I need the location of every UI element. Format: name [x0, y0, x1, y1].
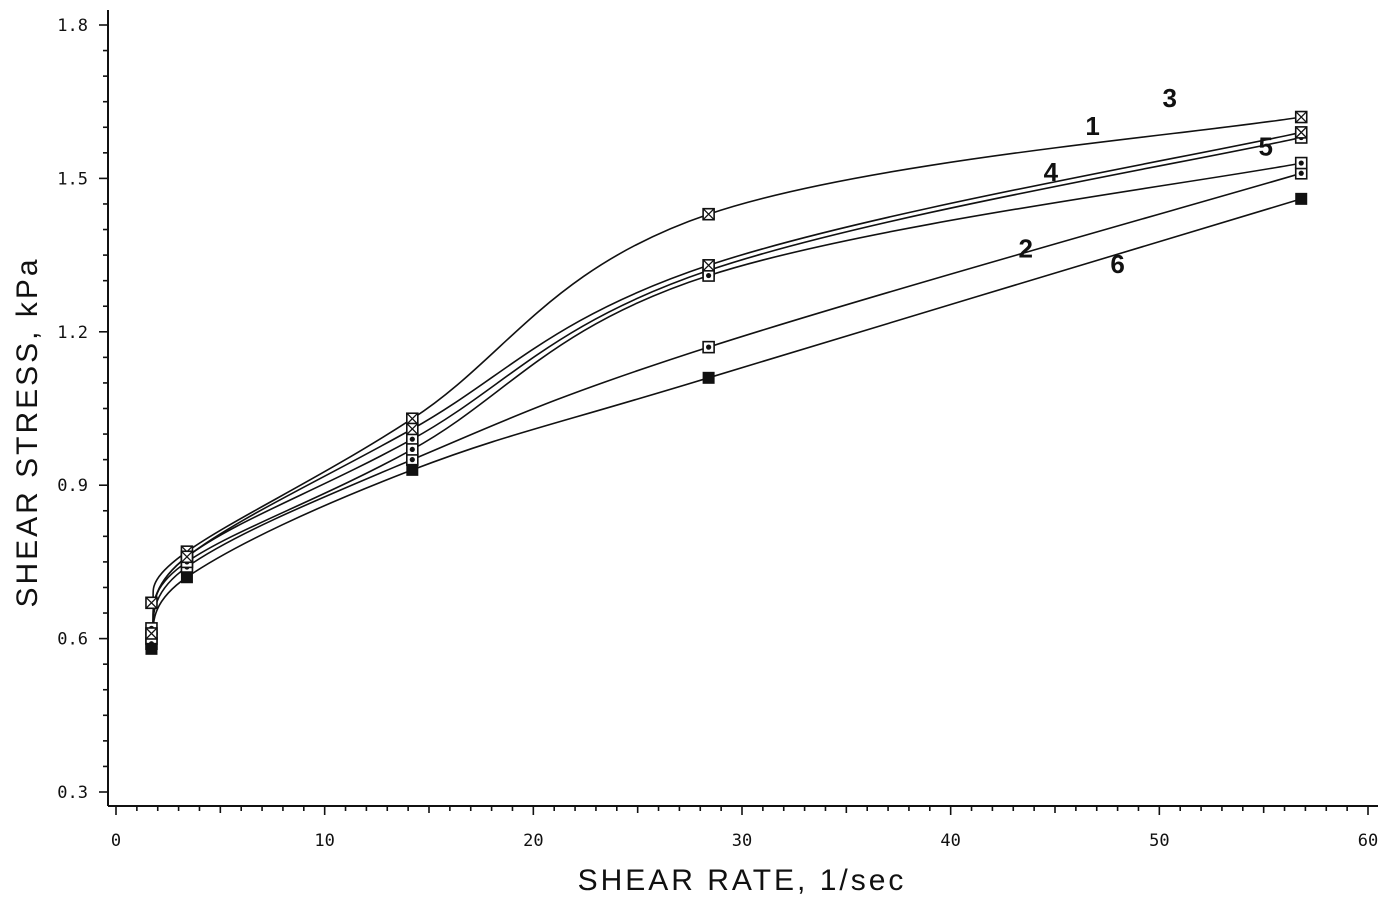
curve-label-1: 1: [1085, 111, 1099, 141]
data-point-3: [406, 412, 419, 426]
marker-cross: [702, 208, 715, 221]
marker-cross: [1295, 111, 1308, 123]
marker-dot: [409, 436, 415, 442]
data-point-4: [1294, 156, 1308, 170]
series-line-2: [150, 172, 1302, 645]
x-ticks: 0 10 20 30 40 50 60: [111, 806, 1378, 851]
x-tick-label: 30: [732, 831, 752, 851]
data-point-3: [1294, 110, 1308, 124]
x-tick-label: 60: [1358, 831, 1378, 851]
marker-square: [145, 642, 158, 655]
curve-label-6: 6: [1110, 249, 1124, 279]
marker-square: [180, 571, 193, 584]
marker-cross: [406, 412, 419, 425]
x-tick-label: 10: [314, 831, 334, 851]
y-axis-title: SHEAR STRESS, kPa: [11, 256, 44, 607]
data-point-6: [406, 463, 419, 476]
marker-cross: [1295, 126, 1308, 139]
data-point-1: [406, 432, 419, 446]
marker-dot: [409, 457, 415, 463]
y-tick-label: 1.5: [57, 169, 88, 189]
marker-cross: [702, 259, 715, 272]
curve-label-4: 4: [1044, 157, 1059, 187]
series-group: [150, 116, 1302, 650]
data-point-5: [1294, 126, 1308, 139]
marker-cross: [406, 422, 419, 435]
y-tick-label: 1.8: [57, 16, 88, 36]
data-point-6: [1295, 192, 1308, 205]
curve-label-2: 2: [1019, 234, 1033, 264]
curve-labels: 1 2 3 4 5 6: [1019, 83, 1273, 279]
data-point-2: [702, 340, 715, 354]
markers-group: [145, 110, 1308, 655]
series-line-5: [150, 131, 1302, 634]
y-tick-label: 1.2: [57, 323, 88, 343]
series-line-4: [150, 162, 1302, 629]
curve-label-3: 3: [1163, 83, 1177, 113]
data-point-6: [180, 571, 193, 584]
marker-cross: [145, 627, 158, 640]
data-point-5: [180, 550, 194, 564]
marker-cross: [180, 550, 193, 563]
data-point-2: [1294, 166, 1308, 180]
curve-label-5: 5: [1259, 131, 1273, 161]
series-line-6: [150, 198, 1302, 650]
series-line-1: [150, 136, 1302, 639]
axes: [107, 10, 1378, 807]
y-ticks: 0.3 0.6 0.9 1.2 1.5 1.8: [57, 16, 108, 803]
data-point-5: [145, 627, 158, 640]
data-point-5: [702, 259, 715, 272]
x-tick-label: 20: [523, 831, 543, 851]
x-tick-label: 40: [940, 831, 960, 851]
marker-dot: [1298, 160, 1304, 166]
y-tick-label: 0.9: [57, 476, 88, 496]
data-point-3: [145, 596, 158, 610]
marker-square: [702, 371, 715, 384]
marker-square: [406, 463, 419, 476]
data-point-6: [702, 371, 715, 384]
x-axis-title: SHEAR RATE, 1/sec: [578, 864, 907, 897]
data-point-6: [145, 642, 158, 655]
marker-dot: [1298, 170, 1304, 176]
marker-dot: [706, 344, 712, 350]
data-point-5: [406, 422, 419, 436]
marker-dot: [409, 446, 415, 453]
data-point-4: [702, 269, 715, 282]
data-point-4: [406, 443, 419, 456]
marker-cross: [145, 596, 158, 609]
y-tick-label: 0.3: [57, 783, 88, 803]
series-line-3: [150, 116, 1302, 604]
y-tick-label: 0.6: [57, 630, 88, 650]
x-tick-label: 0: [111, 831, 121, 851]
x-tick-label: 50: [1149, 831, 1169, 851]
marker-square: [1295, 192, 1308, 205]
data-point-2: [406, 453, 419, 466]
marker-dot: [706, 272, 712, 279]
data-point-3: [702, 207, 715, 221]
